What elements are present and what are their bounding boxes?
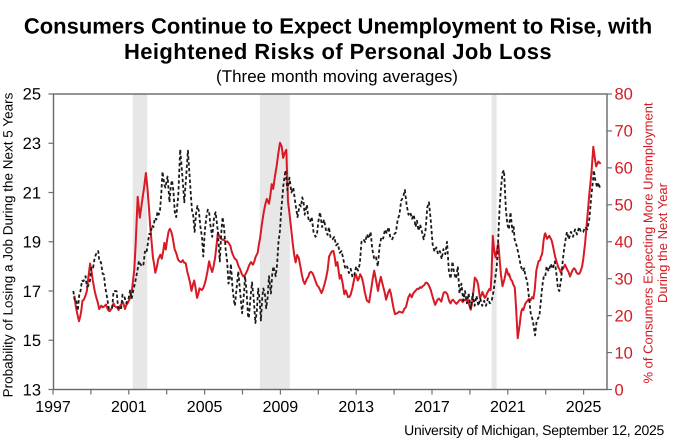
svg-text:21: 21 (23, 184, 41, 202)
svg-text:70: 70 (615, 123, 633, 141)
svg-text:10: 10 (615, 344, 633, 362)
svg-text:2021: 2021 (490, 399, 526, 416)
svg-text:15: 15 (23, 332, 41, 350)
svg-text:17: 17 (23, 283, 41, 301)
svg-text:60: 60 (615, 160, 633, 178)
svg-text:% of Consumers Expecting More: % of Consumers Expecting More Unemployme… (641, 102, 656, 383)
svg-text:(Three month moving averages): (Three month moving averages) (216, 67, 458, 86)
svg-text:Probability of Losing a Job Du: Probability of Losing a Job During the N… (1, 92, 16, 397)
svg-text:Consumers Continue to Expect U: Consumers Continue to Expect Unemploymen… (24, 14, 652, 39)
svg-text:2017: 2017 (414, 399, 450, 416)
svg-text:2025: 2025 (566, 399, 602, 416)
svg-text:2013: 2013 (338, 399, 374, 416)
svg-text:1997: 1997 (35, 399, 71, 416)
svg-text:2005: 2005 (187, 399, 223, 416)
svg-text:2001: 2001 (111, 399, 147, 416)
svg-text:40: 40 (615, 234, 633, 252)
svg-text:19: 19 (23, 234, 41, 252)
svg-text:13: 13 (23, 381, 41, 399)
svg-text:23: 23 (23, 135, 41, 153)
svg-text:University of Michigan, Septem: University of Michigan, September 12, 20… (404, 422, 664, 438)
svg-text:50: 50 (615, 197, 633, 215)
svg-text:2009: 2009 (263, 399, 299, 416)
svg-text:0: 0 (615, 381, 624, 399)
svg-text:20: 20 (615, 307, 633, 325)
svg-text:25: 25 (23, 86, 41, 104)
svg-text:During the Next Year: During the Next Year (655, 182, 670, 303)
svg-text:Heightened Risks of Personal J: Heightened Risks of Personal Job Loss (124, 39, 552, 64)
svg-text:30: 30 (615, 271, 633, 289)
svg-text:80: 80 (615, 86, 633, 104)
